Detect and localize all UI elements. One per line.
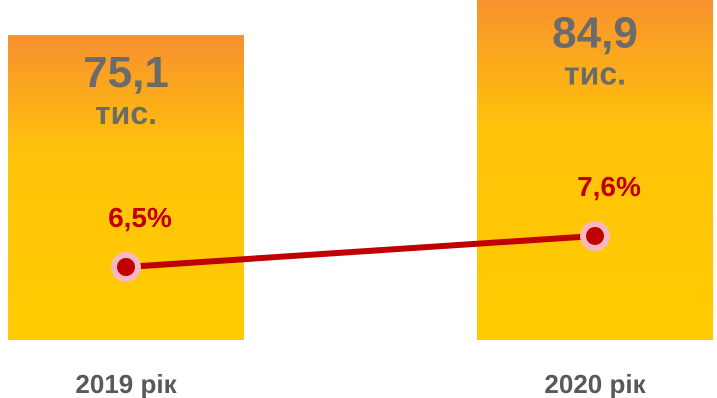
pct-label-2: 7,6% <box>577 171 641 202</box>
category-label-1: 2019 рік <box>75 369 177 398</box>
category-label-2: 2020 рік <box>544 369 646 398</box>
bar-value-label-2: 84,9 <box>552 8 638 57</box>
bar-1 <box>8 35 244 341</box>
bar-2 <box>477 0 713 341</box>
bar-value-label-1: 75,1 <box>83 48 169 97</box>
bar-unit-label-1: тис. <box>95 95 157 131</box>
pct-marker-1 <box>117 258 135 276</box>
bar-unit-label-2: тис. <box>564 55 626 91</box>
pct-marker-2 <box>586 226 604 245</box>
pct-line <box>123 232 598 270</box>
pct-label-1: 6,5% <box>108 202 172 233</box>
